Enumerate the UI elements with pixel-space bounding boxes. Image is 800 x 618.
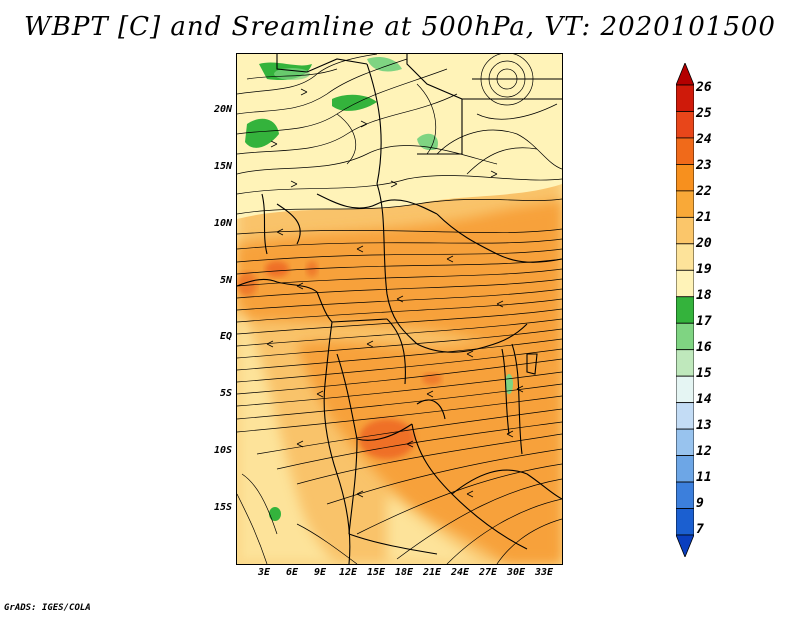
colorbar-label-24: 24 [696, 132, 712, 147]
lon-label-33e: 33E [534, 567, 554, 578]
colorbar-segment [676, 481, 694, 509]
colorbar-label-19: 19 [696, 262, 712, 277]
colorbar-label-11: 11 [696, 470, 712, 485]
colorbar-label-22: 22 [696, 184, 712, 199]
country-borders [237, 54, 562, 564]
colorbar-segment [676, 243, 694, 271]
lat-label-5s: 5S [219, 388, 232, 399]
colorbar-segment [676, 455, 694, 483]
lon-label-24e: 24E [450, 567, 470, 578]
lat-label-10n: 10N [213, 218, 232, 229]
colorbar-segment [676, 322, 694, 351]
colorbar-label-21: 21 [696, 210, 712, 225]
lat-label-eq: EQ [219, 331, 232, 342]
lon-label-18e: 18E [394, 567, 414, 578]
colorbar-segment [676, 269, 694, 298]
colorbar-segment [676, 164, 694, 192]
colorbar-segment [676, 84, 694, 112]
colorbar-segment [676, 402, 694, 430]
lon-label-3e: 3E [257, 567, 271, 578]
colorbar-label-13: 13 [696, 418, 712, 433]
wbpt-shading [237, 54, 562, 564]
footer-credit: GrADS: IGES/COLA [4, 603, 91, 613]
streamline-map [236, 53, 563, 565]
lat-label-10s: 10S [213, 445, 232, 456]
colorbar-label-25: 25 [696, 106, 712, 121]
colorbar-segment [676, 428, 694, 456]
map-canvas [237, 54, 562, 564]
colorbar-bottom-arrow [676, 534, 694, 557]
colorbar-label-15: 15 [696, 366, 712, 381]
chart-title: WBPT [C] and Sreamline at 500hPa, VT: 20… [24, 12, 776, 42]
lon-label-27e: 27E [478, 567, 498, 578]
lon-label-12e: 12E [338, 567, 358, 578]
colorbar-label-20: 20 [696, 236, 712, 251]
colorbar-label-18: 18 [696, 288, 712, 303]
colorbar-segment [676, 349, 694, 377]
colorbar-label-23: 23 [696, 158, 712, 173]
colorbar-label-7: 7 [696, 522, 704, 537]
colorbar-segment [676, 508, 694, 536]
colorbar-label-12: 12 [696, 444, 712, 459]
colorbar-segment [676, 296, 694, 324]
lat-label-5n: 5N [219, 275, 232, 286]
lon-label-30e: 30E [506, 567, 526, 578]
lon-label-6e: 6E [285, 567, 299, 578]
colorbar-label-16: 16 [696, 340, 712, 355]
colorbar-label-14: 14 [696, 392, 712, 407]
lat-label-15n: 15N [213, 161, 232, 172]
lon-label-15e: 15E [366, 567, 386, 578]
colorbar-segment [676, 216, 694, 245]
lat-label-15s: 15S [213, 502, 232, 513]
colorbar-label-17: 17 [696, 314, 712, 329]
stream-arrows [266, 88, 524, 498]
colorbar-segment [676, 375, 694, 404]
colorbar-top-arrow [676, 63, 694, 86]
colorbar-segment [676, 111, 694, 139]
colorbar-label-9: 9 [696, 496, 704, 511]
colorbar-label-26: 26 [696, 80, 712, 95]
colorbar-segment [676, 190, 694, 218]
colorbar-segments [676, 63, 694, 557]
colorbar [676, 63, 694, 557]
lat-label-20n: 20N [213, 104, 232, 115]
lon-label-9e: 9E [313, 567, 327, 578]
colorbar-segment [676, 137, 694, 165]
lon-label-21e: 21E [422, 567, 442, 578]
